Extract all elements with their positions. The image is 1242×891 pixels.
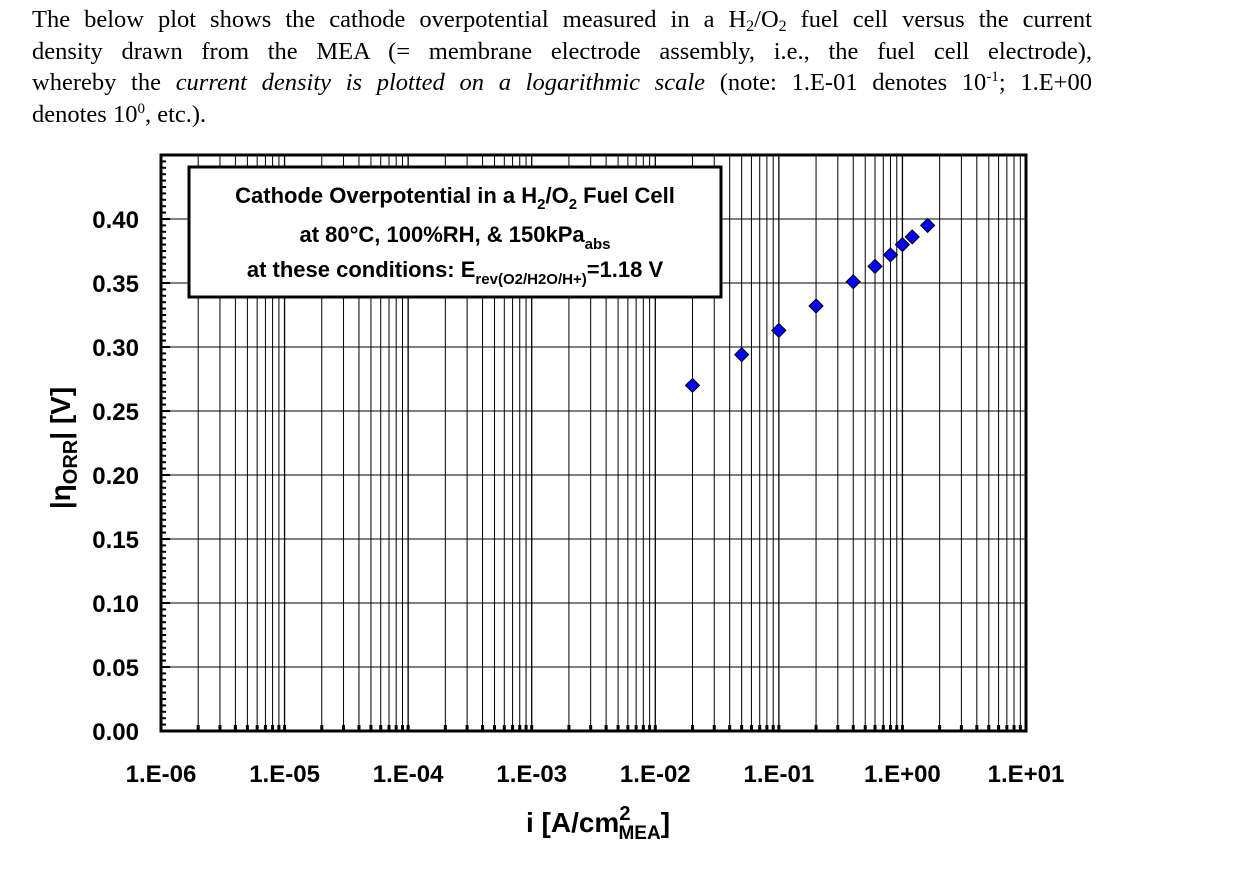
x-tick-label: 1.E-06 — [126, 761, 197, 788]
annotation-frame — [187, 165, 723, 299]
intro-subscript: 2 — [746, 18, 755, 35]
data-point — [919, 217, 936, 234]
x-tick-label: 1.E-03 — [496, 761, 567, 788]
y-tick-label: 0.30 — [92, 335, 139, 362]
data-point — [733, 346, 750, 363]
x-tick-label: 1.E-01 — [743, 761, 814, 788]
data-point — [684, 377, 701, 394]
y-tick-label: 0.40 — [92, 207, 139, 234]
intro-superscript: 0 — [137, 100, 145, 117]
annotation-line-3: at these conditions: Erev(O2/H2O/H+)=1.1… — [247, 257, 664, 288]
x-tick-label: 1.E-02 — [620, 761, 691, 788]
annotation-line-2: at 80°C, 100%RH, & 150kPaabs — [299, 222, 610, 253]
y-tick-label: 0.15 — [92, 527, 139, 554]
intro-text: The below plot shows the cathode overpot… — [32, 6, 747, 33]
intro-superscript: -1 — [986, 69, 999, 85]
y-tick-label: 0.10 — [92, 591, 139, 618]
x-axis-label: i [A/cm2 MEA] — [526, 803, 670, 844]
y-tick-label: 0.35 — [92, 271, 139, 298]
data-point — [904, 229, 920, 245]
data-point — [882, 247, 899, 263]
y-tick-label: 0.05 — [92, 655, 139, 682]
plot-frame — [159, 153, 1028, 733]
x-tick-label: 1.E+01 — [988, 761, 1065, 788]
data-point — [845, 274, 861, 290]
y-tick-label: 0.00 — [92, 719, 139, 746]
intro-line-1: The below plot shows the cathode overpot… — [32, 4, 1092, 36]
x-tick-label: 1.E-04 — [373, 761, 444, 788]
data-point — [894, 236, 911, 253]
annotation-line-1: Cathode Overpotential in a H2/O2 Fuel Ce… — [235, 183, 675, 213]
intro-text: ; 1.E+00 — [998, 69, 1092, 96]
intro-text: (note: 1.E-01 denotes 10 — [705, 69, 987, 96]
data-point — [867, 258, 883, 275]
intro-line-3: whereby the current density is plotted o… — [32, 67, 1092, 99]
intro-emphasis: current density is plotted on a logarith… — [175, 69, 706, 96]
intro-line-4: denotes 100, etc.). — [32, 99, 1092, 131]
y-tick-label: 0.25 — [92, 399, 139, 426]
intro-text: denotes 10 — [32, 100, 138, 128]
intro-text: , etc.). — [144, 100, 207, 128]
intro-text: fuel cell versus the current — [786, 6, 1092, 33]
data-point — [808, 298, 824, 314]
y-axis-label: |ηORR| [V] — [45, 387, 82, 509]
intro-text: /O — [754, 6, 779, 33]
y-tick-label: 0.20 — [92, 463, 139, 490]
y-tick-labels: 0.00 0.05 0.10 0.15 0.20 0.25 0.30 0.35 0.40 — [92, 207, 139, 746]
data-points — [684, 217, 936, 394]
intro-text: whereby the — [32, 69, 176, 96]
x-tick-label: 1.E+00 — [864, 761, 941, 788]
intro-subscript: 2 — [778, 18, 787, 35]
x-tick-labels: 1.E-06 1.E-05 1.E-04 1.E-03 1.E-02 1.E-01 1.E+… — [126, 761, 1065, 788]
intro-line-2: density drawn from the MEA (= membrane e… — [32, 37, 1092, 65]
annotation-box: Cathode Overpotential in a H2/O2 Fuel Ce… — [187, 165, 723, 299]
x-tick-label: 1.E-05 — [249, 761, 320, 788]
intro-paragraph: The below plot shows the cathode overpot… — [32, 4, 1092, 130]
data-point — [771, 322, 787, 339]
